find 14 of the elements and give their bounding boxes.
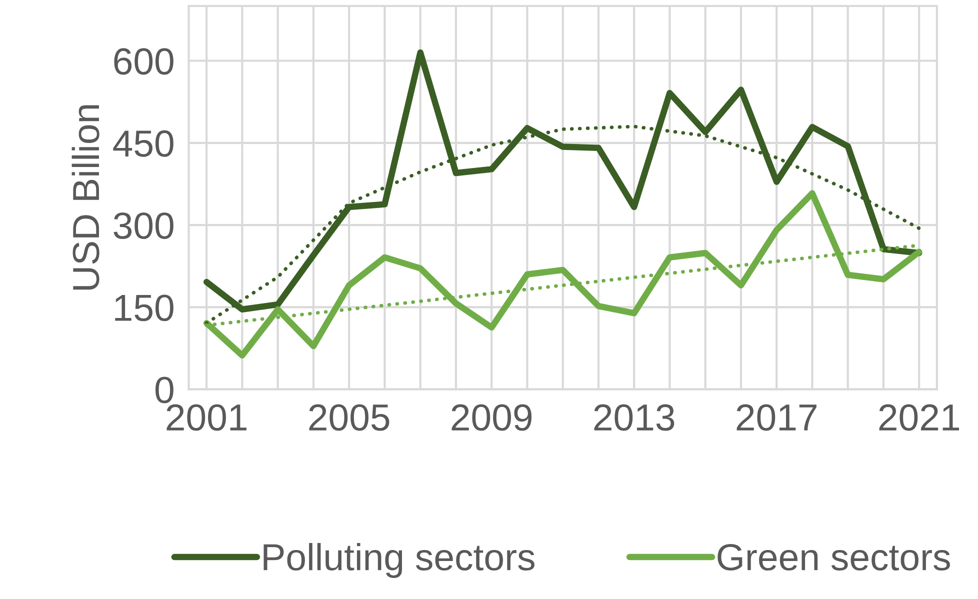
x-tick-label: 2001 — [166, 404, 246, 431]
x-tick-label: 2009 — [452, 404, 532, 431]
y-tick-label: 600 — [114, 48, 174, 75]
y-axis-title: USD Billion — [72, 105, 100, 290]
x-tick-label: 2013 — [594, 404, 674, 431]
y-tick-label: 300 — [114, 212, 174, 240]
y-tick-label: 150 — [115, 294, 174, 322]
legend-label: Polluting sectors — [264, 542, 534, 578]
legend-label: Green sectors — [718, 544, 950, 571]
x-tick-label: 2021 — [879, 404, 959, 431]
y-tick-label: 450 — [113, 130, 174, 157]
y-tick-label: 0 — [155, 376, 174, 404]
x-tick-label: 2017 — [736, 404, 816, 431]
x-tick-label: 2005 — [309, 404, 390, 431]
